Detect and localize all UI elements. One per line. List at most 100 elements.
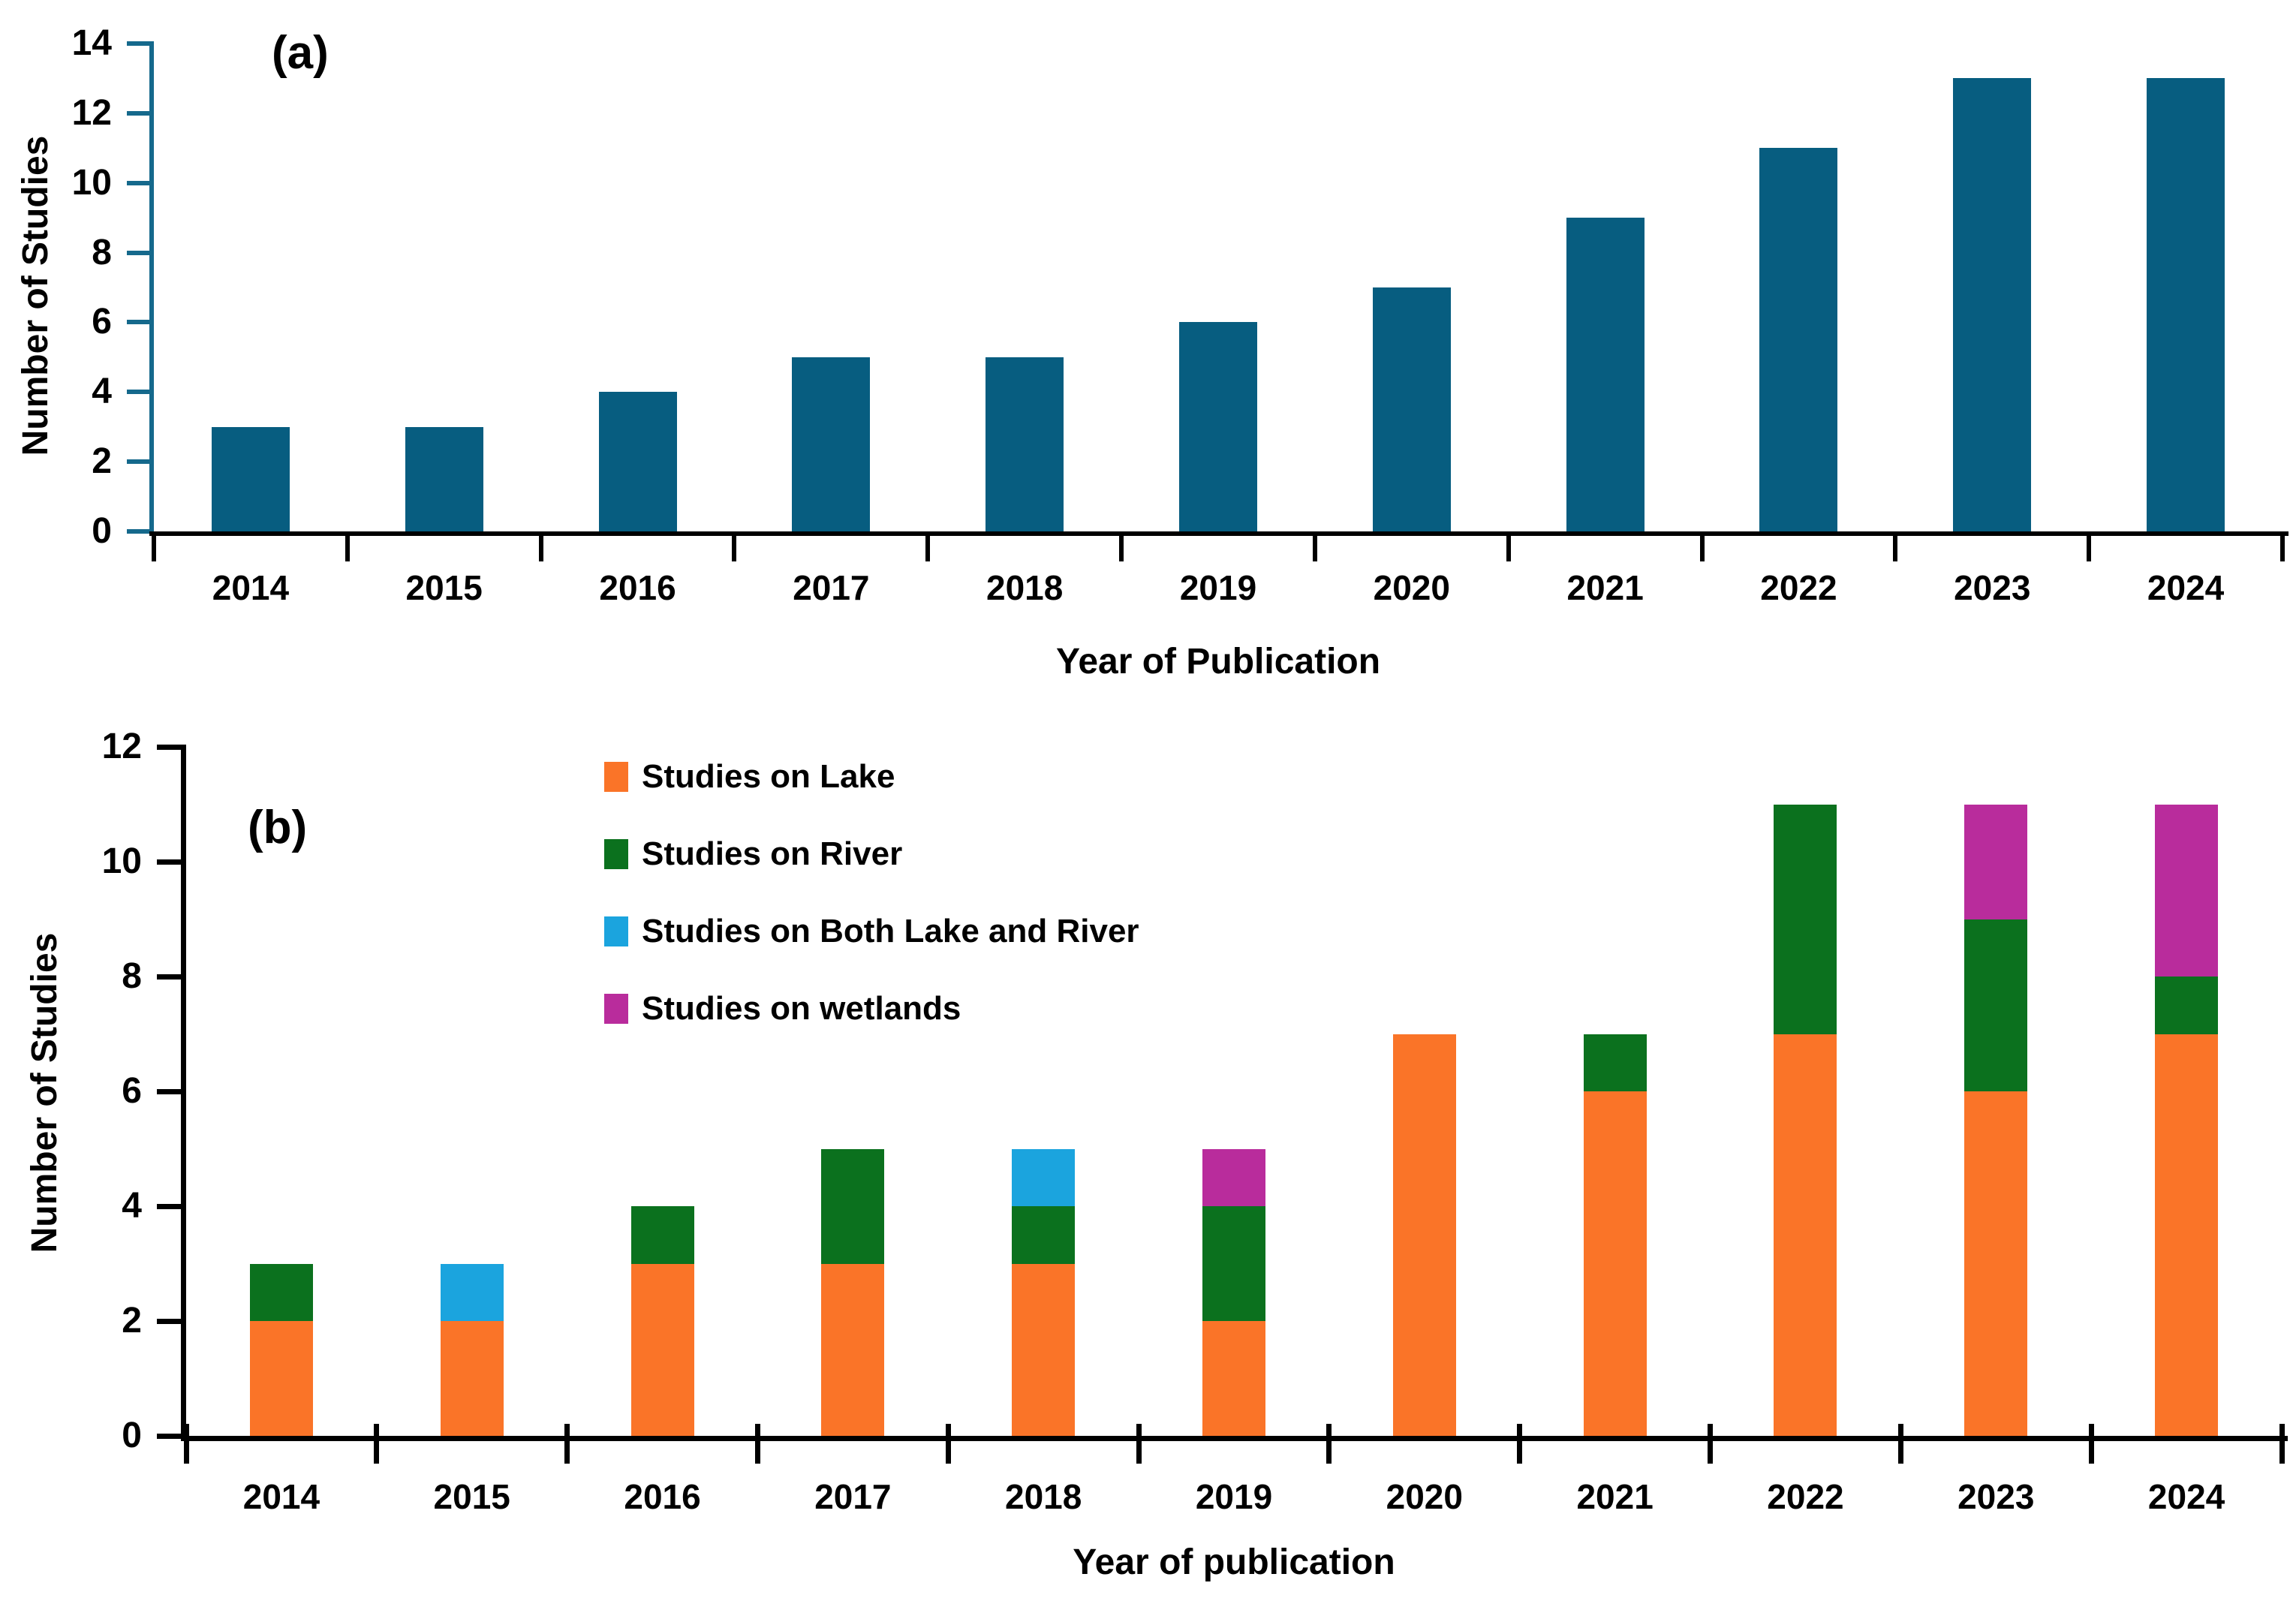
bar-segment-studies-on-wetlands-2024	[2155, 804, 2219, 977]
legend-label: Studies on Both Lake and River	[642, 913, 1139, 949]
y-tick	[127, 390, 154, 395]
y-tick-label: 10	[71, 162, 112, 203]
x-tick	[345, 531, 350, 561]
x-tick	[1893, 531, 1898, 561]
legend-swatch-studies-on-wetlands	[604, 994, 628, 1024]
x-tick	[2280, 531, 2285, 561]
bar-segment-studies-on-river-2021	[1583, 1034, 1647, 1091]
bar-segment-studies-on-lake-2021	[1583, 1091, 1647, 1436]
x-tick	[374, 1424, 380, 1464]
bar-2022	[1759, 148, 1838, 531]
x-tick	[152, 531, 156, 561]
x-tick	[1136, 1424, 1142, 1464]
bar-segment-studies-on-lake-2023	[1964, 1091, 2028, 1436]
legend-swatch-studies-on-lake	[604, 762, 628, 792]
panel-a-label: (a)	[272, 27, 329, 79]
x-axis-line	[181, 1436, 2288, 1441]
x-tick-label: 2018	[1005, 1477, 1082, 1516]
x-tick-label: 2016	[599, 568, 676, 607]
legend-swatch-studies-on-river	[604, 839, 628, 869]
x-tick-label: 2022	[1760, 568, 1837, 607]
x-tick-label: 2014	[212, 568, 290, 607]
y-tick	[157, 1203, 186, 1209]
x-tick	[732, 531, 737, 561]
legend-item: Studies on wetlands	[604, 986, 961, 1031]
bar-segment-studies-on-lake-2015	[440, 1321, 504, 1436]
chart-a-x-axis-title: Year of Publication	[1055, 642, 1381, 682]
y-tick-label: 4	[122, 1186, 142, 1226]
y-tick	[127, 459, 154, 465]
y-tick	[157, 744, 186, 750]
chart-b-plot-area: 0 2 4 6 8 10 12 2014 2015 2016 2017 2018 2019 2020 202…	[102, 729, 2288, 1514]
y-tick-label: 6	[122, 1071, 142, 1111]
y-tick	[157, 859, 186, 865]
x-tick	[1517, 1424, 1523, 1464]
x-tick-label: 2024	[2147, 568, 2225, 607]
x-tick	[538, 531, 543, 561]
bar-2019	[1179, 322, 1257, 531]
x-tick	[945, 1424, 951, 1464]
x-tick-label: 2017	[793, 568, 870, 607]
bar-segment-studies-on-wetlands-2023	[1964, 804, 2028, 919]
x-tick-label: 2023	[1954, 568, 2031, 607]
legend-item: Studies on River	[604, 832, 902, 877]
bar-segment-studies-on-lake-2020	[1392, 1034, 1456, 1436]
bar-segment-studies-on-river-2023	[1964, 919, 2028, 1091]
bar-2017	[792, 357, 871, 531]
bar-segment-studies-on-both-lake-and-river-2015	[440, 1263, 504, 1321]
y-tick	[127, 110, 154, 116]
chart-b-x-axis-title: Year of publication	[1073, 1542, 1395, 1582]
x-tick	[754, 1424, 760, 1464]
y-tick-label: 8	[92, 232, 112, 272]
y-axis-line	[149, 44, 154, 536]
x-tick-label: 2017	[814, 1477, 892, 1516]
bar-segment-studies-on-lake-2019	[1202, 1321, 1265, 1436]
x-tick	[1506, 531, 1511, 561]
bar-segment-studies-on-wetlands-2019	[1202, 1148, 1265, 1206]
y-tick-label: 12	[101, 727, 142, 766]
x-tick	[1708, 1424, 1714, 1464]
bar-segment-studies-on-lake-2022	[1774, 1034, 1837, 1436]
y-tick	[127, 41, 154, 46]
x-tick-label: 2015	[405, 568, 483, 607]
x-tick-label: 2021	[1576, 1477, 1654, 1516]
y-tick-label: 0	[92, 511, 112, 551]
y-tick	[127, 250, 154, 255]
legend-label: Studies on Lake	[642, 758, 895, 795]
bar-2023	[1953, 78, 2032, 531]
x-tick-label: 2023	[1957, 1477, 2035, 1516]
y-tick	[127, 180, 154, 185]
bar-2024	[2147, 78, 2225, 531]
y-tick-label: 10	[101, 841, 142, 881]
legend-label: Studies on River	[642, 835, 903, 872]
y-tick-label: 2	[122, 1301, 142, 1341]
bar-segment-studies-on-lake-2024	[2155, 1034, 2219, 1436]
x-tick	[1326, 1424, 1332, 1464]
bar-2016	[598, 392, 677, 531]
x-tick-label: 2020	[1373, 568, 1450, 607]
bar-segment-studies-on-lake-2016	[630, 1263, 694, 1436]
bar-2020	[1372, 287, 1451, 531]
legend: Studies on Lake Studies on River Studies o…	[604, 754, 1280, 1064]
y-tick	[157, 1318, 186, 1324]
x-tick	[2087, 531, 2092, 561]
x-tick-label: 2019	[1195, 1477, 1273, 1516]
y-tick-label: 8	[122, 956, 142, 996]
x-tick	[564, 1424, 570, 1464]
x-axis-line	[149, 531, 2288, 536]
bar-segment-studies-on-river-2019	[1202, 1206, 1265, 1321]
x-tick-label: 2021	[1566, 568, 1644, 607]
x-tick	[1699, 531, 1705, 561]
x-tick-label: 2015	[433, 1477, 510, 1516]
y-tick	[157, 1433, 186, 1439]
bar-segment-studies-on-lake-2017	[821, 1263, 885, 1436]
bar-2015	[405, 426, 483, 531]
x-tick	[2279, 1424, 2285, 1464]
x-tick	[925, 531, 931, 561]
y-tick	[127, 529, 154, 534]
x-tick	[183, 1424, 189, 1464]
bar-2018	[986, 357, 1064, 531]
bar-segment-studies-on-river-2024	[2155, 977, 2219, 1034]
x-tick	[1119, 531, 1124, 561]
y-tick-label: 0	[122, 1416, 142, 1455]
